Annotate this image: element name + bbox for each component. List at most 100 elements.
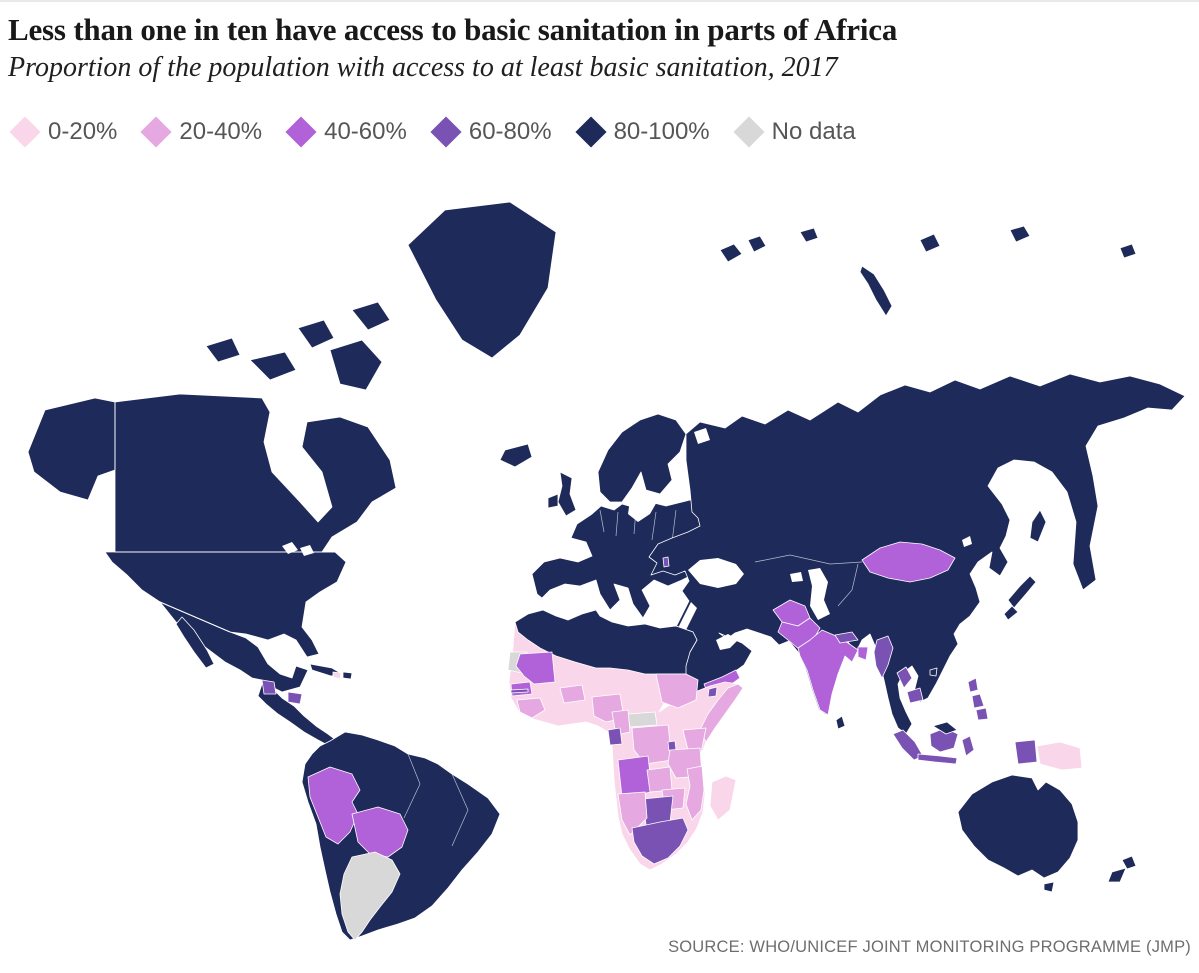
region-myanmar: [873, 635, 894, 679]
region-haiti: [332, 671, 342, 680]
region-new-siberian-islands: [1009, 225, 1031, 243]
region-dr-congo: [631, 724, 673, 765]
region-alaska: [27, 397, 116, 501]
region-mauritania: [515, 651, 556, 685]
region-laos: [896, 666, 913, 689]
page-title: Less than one in ten have access to basi…: [8, 12, 898, 47]
region-sudan: [655, 673, 699, 709]
region-nepal: [834, 631, 859, 644]
legend-swatch-40-60: [285, 116, 317, 148]
legend: 0-20% 20-40% 40-60% 60-80% 80-100% No da…: [9, 116, 880, 148]
legend-label-20-40: 20-40%: [179, 118, 263, 145]
region-japan: [1003, 605, 1019, 621]
region-gambia: [510, 688, 529, 694]
region-north-africa: [514, 609, 698, 675]
region-indonesia-sulawesi: [961, 735, 975, 757]
region-mexico: [159, 601, 309, 693]
white-sea: [694, 428, 710, 444]
region-taiwan: [929, 667, 938, 677]
legend-item-60-80: 60-80%: [430, 116, 552, 148]
legend-item-20-40: 20-40%: [140, 116, 263, 148]
region-novaya-zemlya: [859, 265, 893, 317]
region-argentina: [339, 851, 401, 941]
region-philippines: [971, 693, 985, 709]
border-brazil: [451, 773, 469, 847]
legend-label-40-60: 40-60%: [324, 118, 407, 145]
border-us-mexico: [159, 601, 231, 633]
page-subtitle: Proportion of the population with access…: [8, 52, 838, 83]
caspian-sea: [808, 568, 830, 620]
region-guatemala: [261, 679, 277, 695]
region-nicaragua: [287, 691, 303, 705]
region-franz-josef: [799, 227, 819, 243]
region-burkina-faso: [559, 684, 586, 704]
region-united-kingdom: [557, 471, 577, 517]
region-wrangel: [1119, 243, 1137, 259]
region-sri-lanka: [835, 715, 846, 730]
border-europe: [599, 509, 605, 533]
border-central-asia: [837, 563, 859, 607]
region-malaysia-borneo: [932, 721, 958, 735]
region-philippines: [975, 707, 989, 721]
region-usa: [104, 551, 347, 658]
region-guinea: [516, 697, 546, 719]
region-mozambique: [685, 765, 705, 821]
region-bangladesh: [857, 646, 869, 661]
legend-label-0-20: 0-20%: [48, 118, 118, 145]
legend-item-0-20: 0-20%: [9, 116, 118, 148]
legend-label-80-100: 80-100%: [613, 118, 710, 145]
region-canada-arctic: [249, 351, 297, 381]
source-credit: SOURCE: WHO/UNICEF JOINT MONITORING PROG…: [668, 938, 1191, 956]
region-indonesia-papua: [1014, 739, 1038, 765]
region-new-zealand: [1121, 855, 1137, 870]
legend-swatch-60-80: [430, 116, 462, 148]
region-lesotho: [662, 842, 670, 850]
baltic-sea: [628, 492, 658, 522]
region-moldova: [662, 556, 670, 568]
region-india: [797, 629, 859, 716]
region-severnaya-zemlya: [919, 233, 941, 253]
region-canada: [114, 393, 397, 553]
region-dominican-republic: [342, 671, 353, 680]
lake-baikal: [962, 536, 972, 547]
legend-swatch-no-data: [733, 116, 765, 148]
region-new-zealand: [1107, 867, 1127, 883]
region-canada-arctic: [297, 319, 335, 349]
region-ireland: [547, 493, 559, 509]
border-europe: [615, 511, 619, 537]
region-central-african-republic: [627, 711, 658, 728]
great-lakes: [300, 545, 314, 556]
legend-item-no-data: No data: [733, 116, 856, 148]
region-japan: [1007, 575, 1037, 609]
border-kazakhstan: [754, 554, 863, 565]
region-baja-california: [175, 616, 215, 669]
legend-item-80-100: 80-100%: [575, 116, 710, 148]
region-mongolia: [861, 541, 956, 583]
legend-swatch-80-100: [575, 116, 607, 148]
region-indonesia-java: [917, 753, 958, 765]
region-tasmania: [1043, 881, 1055, 893]
region-bolivia: [351, 806, 409, 858]
persian-gulf: [716, 634, 738, 650]
region-philippines: [967, 677, 979, 693]
legend-item-40-60: 40-60%: [285, 116, 407, 148]
region-greenland: [407, 201, 557, 359]
region-zambia: [646, 766, 673, 793]
border-europe: [671, 509, 677, 543]
region-somalia: [699, 683, 744, 743]
legend-label-no-data: No data: [771, 118, 856, 145]
aral-sea: [790, 572, 803, 582]
region-madagascar: [709, 775, 737, 821]
region-canada-arctic: [351, 301, 391, 331]
region-australia: [957, 774, 1079, 879]
legend-label-60-80: 60-80%: [468, 118, 552, 145]
region-angola: [617, 755, 653, 798]
border-brazil: [403, 753, 421, 819]
region-sakhalin: [1029, 509, 1047, 543]
black-sea: [688, 558, 744, 588]
border-europe: [651, 511, 657, 541]
region-papua-new-guinea: [1036, 741, 1083, 771]
region-scandinavia: [597, 413, 687, 503]
region-cambodia: [906, 687, 924, 704]
